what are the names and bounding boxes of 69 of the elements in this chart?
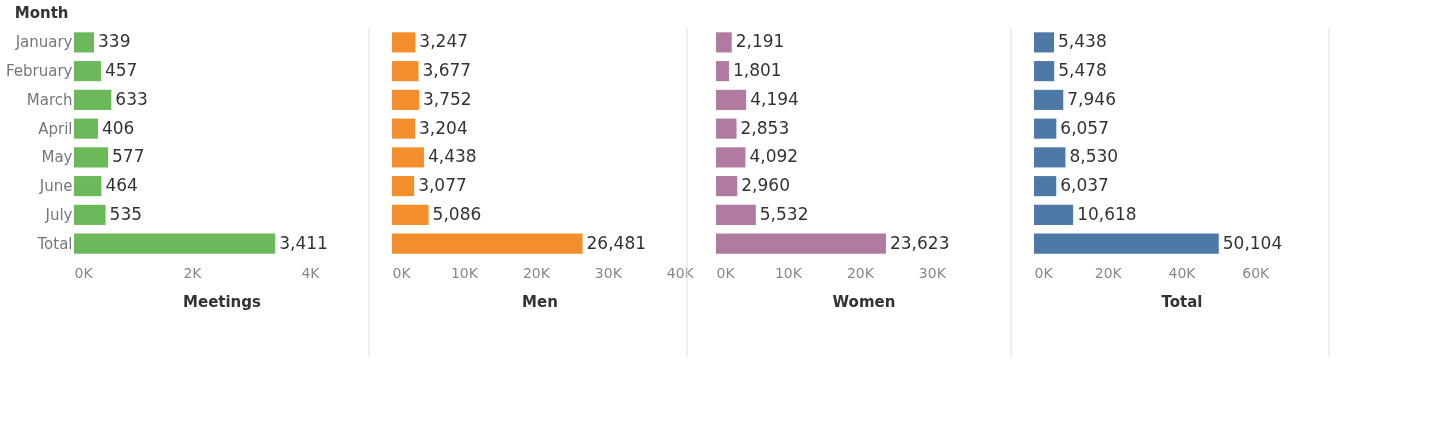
data-label: 3,247 — [419, 31, 469, 52]
x-tick-label: 60K — [1242, 264, 1271, 281]
x-tick-label: 10K — [774, 264, 803, 281]
data-label: 5,086 — [432, 203, 482, 224]
data-label: 577 — [112, 146, 145, 167]
data-label: 1,801 — [732, 60, 782, 81]
data-label: 10,618 — [1077, 203, 1137, 224]
y-tick-label: February — [6, 62, 73, 81]
y-axis-title: Month — [14, 3, 69, 22]
data-label: 339 — [98, 31, 131, 52]
bar — [392, 32, 416, 53]
x-tick-label: 30K — [918, 264, 947, 281]
data-label: 457 — [104, 60, 138, 81]
data-label: 2,191 — [735, 31, 785, 52]
data-label: 3,204 — [419, 117, 468, 138]
x-tick-label: 0K — [716, 264, 736, 281]
x-tick-label: 4K — [301, 264, 321, 281]
y-tick-label: May — [41, 148, 73, 167]
data-label: 633 — [115, 88, 148, 109]
x-axis-title: Men — [522, 292, 558, 311]
x-axis-title: Total — [1161, 292, 1203, 311]
data-label: 26,481 — [586, 232, 647, 253]
y-tick-label: January — [14, 33, 73, 52]
data-label: 50,104 — [1222, 232, 1283, 253]
y-tick-label: Total — [36, 234, 73, 253]
y-tick-label: March — [26, 90, 73, 109]
data-label: 2,853 — [740, 117, 790, 138]
x-tick-label: 2K — [183, 264, 203, 281]
data-label: 5,438 — [1058, 31, 1107, 52]
bar — [392, 89, 419, 110]
x-axis-title: Meetings — [183, 292, 262, 311]
data-label: 3,077 — [418, 175, 467, 196]
data-label: 7,946 — [1067, 88, 1116, 109]
x-tick-label: 40K — [1168, 264, 1197, 281]
data-label: 2,960 — [741, 175, 790, 196]
data-label: 6,037 — [1060, 175, 1109, 196]
x-tick-label: 30K — [594, 264, 623, 281]
data-label: 464 — [105, 175, 138, 196]
x-tick-label: 20K — [522, 264, 551, 281]
y-tick-label: June — [38, 177, 73, 196]
y-tick-label: July — [44, 205, 73, 224]
x-tick-label: 0K — [392, 264, 412, 281]
data-label: 23,623 — [889, 232, 950, 253]
bar — [392, 118, 416, 139]
bar — [392, 61, 419, 82]
x-tick-label: 20K — [1094, 264, 1123, 281]
x-tick-label: 0K — [74, 264, 94, 281]
bar — [392, 204, 429, 225]
data-label: 3,411 — [279, 232, 328, 253]
data-label: 4,194 — [750, 88, 799, 109]
x-tick-label: 20K — [846, 264, 875, 281]
data-label: 6,057 — [1060, 117, 1110, 138]
data-label: 5,478 — [1058, 60, 1107, 81]
x-tick-label: 10K — [450, 264, 479, 281]
y-tick-label: April — [38, 119, 73, 138]
x-tick-label: 0K — [1034, 264, 1054, 281]
data-label: 3,677 — [422, 60, 472, 81]
data-label: 4,092 — [749, 146, 799, 167]
bar — [392, 233, 583, 254]
data-label: 8,530 — [1069, 146, 1119, 167]
bar — [392, 147, 424, 168]
data-label: 406 — [101, 117, 135, 138]
x-tick-label: 40K — [666, 264, 695, 281]
bar — [392, 176, 415, 197]
data-label: 4,438 — [427, 146, 477, 167]
data-label: 5,532 — [759, 203, 809, 224]
data-label: 535 — [109, 203, 143, 224]
data-label: 3,752 — [423, 88, 472, 109]
x-axis-title: Women — [832, 292, 896, 311]
